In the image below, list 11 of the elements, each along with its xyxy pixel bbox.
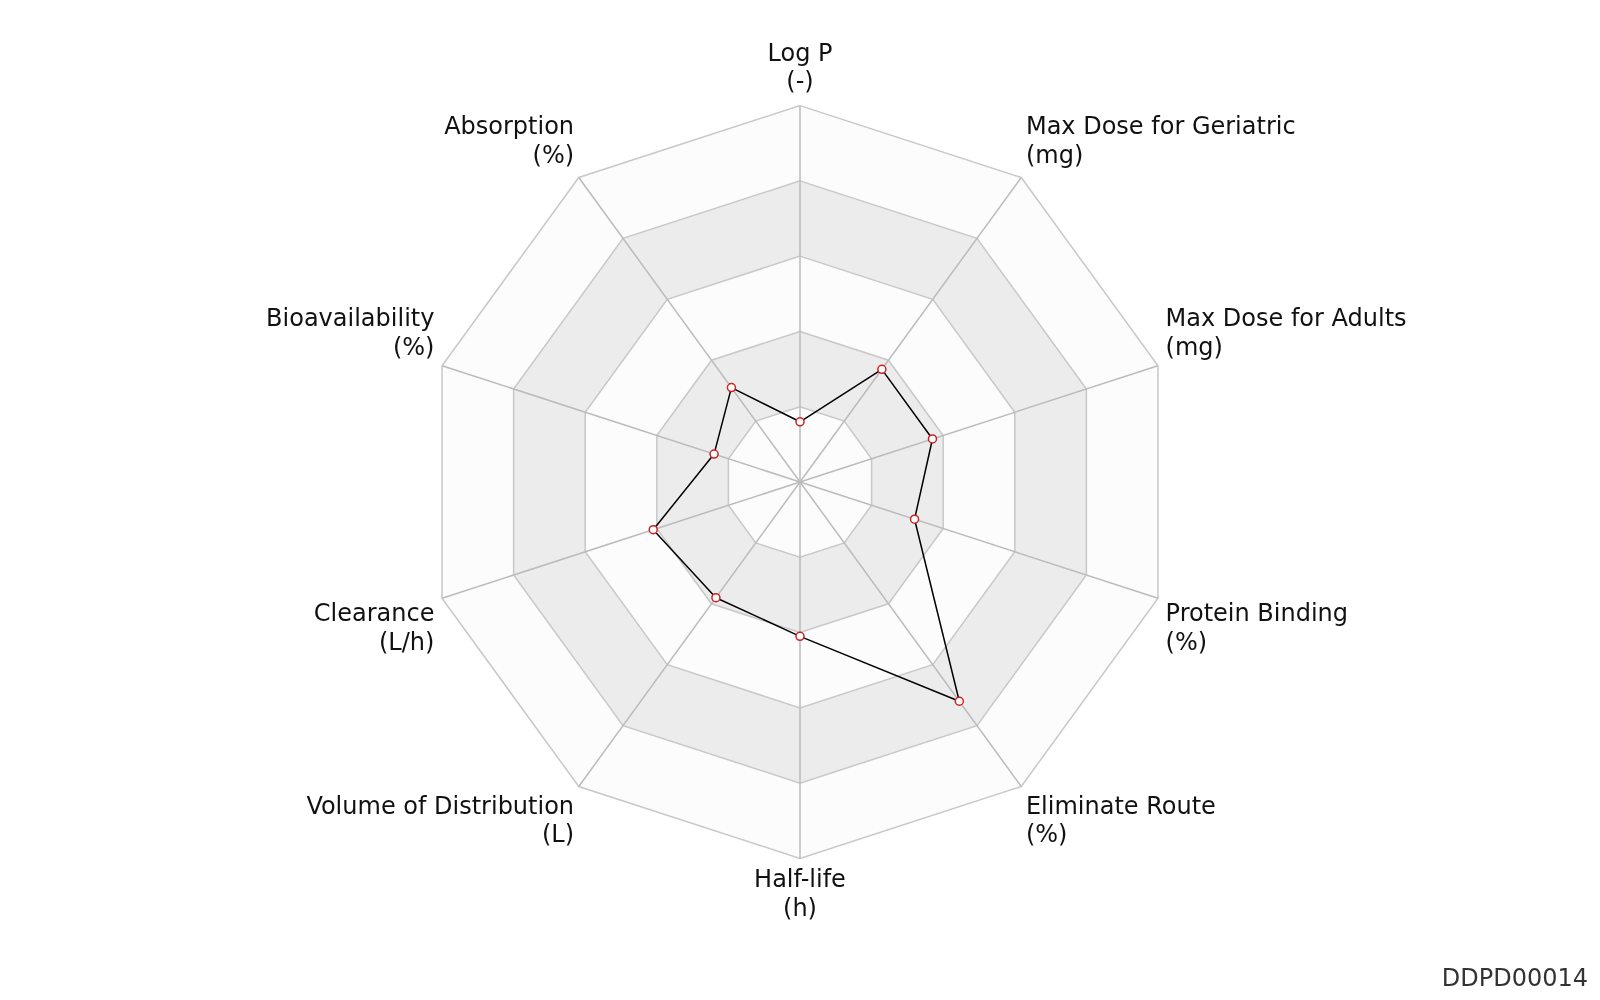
spoke-label: Half-life (h)	[754, 865, 846, 922]
spoke-label: Bioavailability (%)	[266, 304, 435, 362]
spoke-label: Clearance (L/h)	[313, 599, 435, 657]
spoke-label: Log P (-)	[767, 38, 833, 96]
spoke-label: Protein Binding (%)	[1165, 599, 1349, 657]
text: DDPD00014	[1441, 964, 1588, 992]
spoke-label: Volume of Distribution (L)	[306, 791, 575, 849]
spoke-label: Max Dose for Adults (mg)	[1165, 304, 1407, 362]
spoke-label: Eliminate Route (%)	[1025, 791, 1216, 849]
spoke-label: Max Dose for Geriatric (mg)	[1025, 112, 1296, 169]
spoke-label: Absorption (%)	[444, 112, 575, 169]
